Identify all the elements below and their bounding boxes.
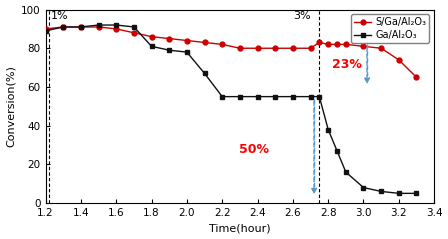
Ga/Al₂O₃ [149, 45, 154, 48]
Ga/Al₂O₃ [202, 72, 207, 75]
Y-axis label: Conversion(%): Conversion(%) [5, 65, 16, 147]
S/Ga/Al₂O₃ [414, 76, 419, 79]
S/Ga/Al₂O₃ [237, 47, 242, 50]
Ga/Al₂O₃ [220, 95, 225, 98]
S/Ga/Al₂O₃ [43, 27, 48, 30]
Ga/Al₂O₃ [43, 29, 48, 32]
Ga/Al₂O₃ [343, 171, 349, 174]
Line: S/Ga/Al₂O₃: S/Ga/Al₂O₃ [43, 25, 419, 80]
Text: 3%: 3% [293, 11, 310, 21]
S/Ga/Al₂O₃ [379, 47, 384, 50]
Ga/Al₂O₃ [96, 24, 101, 27]
S/Ga/Al₂O₃ [255, 47, 260, 50]
Ga/Al₂O₃ [131, 26, 137, 28]
S/Ga/Al₂O₃ [60, 26, 66, 28]
S/Ga/Al₂O₃ [334, 43, 340, 46]
S/Ga/Al₂O₃ [343, 43, 349, 46]
S/Ga/Al₂O₃ [149, 35, 154, 38]
S/Ga/Al₂O₃ [113, 27, 119, 30]
S/Ga/Al₂O₃ [202, 41, 207, 44]
Ga/Al₂O₃ [78, 26, 84, 28]
Text: 50%: 50% [239, 143, 269, 156]
Ga/Al₂O₃ [326, 128, 331, 131]
S/Ga/Al₂O₃ [167, 37, 172, 40]
Ga/Al₂O₃ [334, 149, 340, 152]
Line: Ga/Al₂O₃: Ga/Al₂O₃ [43, 23, 419, 196]
S/Ga/Al₂O₃ [78, 26, 84, 28]
X-axis label: Time(hour): Time(hour) [209, 223, 271, 234]
Ga/Al₂O₃ [379, 190, 384, 193]
Legend: S/Ga/Al₂O₃, Ga/Al₂O₃: S/Ga/Al₂O₃, Ga/Al₂O₃ [351, 14, 429, 43]
Ga/Al₂O₃ [255, 95, 260, 98]
S/Ga/Al₂O₃ [184, 39, 190, 42]
S/Ga/Al₂O₃ [220, 43, 225, 46]
Ga/Al₂O₃ [60, 26, 66, 28]
Ga/Al₂O₃ [113, 24, 119, 27]
S/Ga/Al₂O₃ [131, 31, 137, 34]
Ga/Al₂O₃ [237, 95, 242, 98]
Ga/Al₂O₃ [361, 186, 366, 189]
Ga/Al₂O₃ [184, 51, 190, 54]
Ga/Al₂O₃ [308, 95, 313, 98]
Ga/Al₂O₃ [290, 95, 296, 98]
Text: 1%: 1% [51, 11, 69, 21]
Text: 23%: 23% [332, 58, 362, 71]
S/Ga/Al₂O₃ [96, 26, 101, 28]
Ga/Al₂O₃ [317, 95, 322, 98]
Ga/Al₂O₃ [396, 192, 401, 195]
S/Ga/Al₂O₃ [290, 47, 296, 50]
S/Ga/Al₂O₃ [272, 47, 278, 50]
S/Ga/Al₂O₃ [396, 58, 401, 61]
S/Ga/Al₂O₃ [361, 45, 366, 48]
Ga/Al₂O₃ [272, 95, 278, 98]
S/Ga/Al₂O₃ [317, 41, 322, 44]
S/Ga/Al₂O₃ [308, 47, 313, 50]
S/Ga/Al₂O₃ [326, 43, 331, 46]
Ga/Al₂O₃ [414, 192, 419, 195]
Ga/Al₂O₃ [167, 49, 172, 52]
